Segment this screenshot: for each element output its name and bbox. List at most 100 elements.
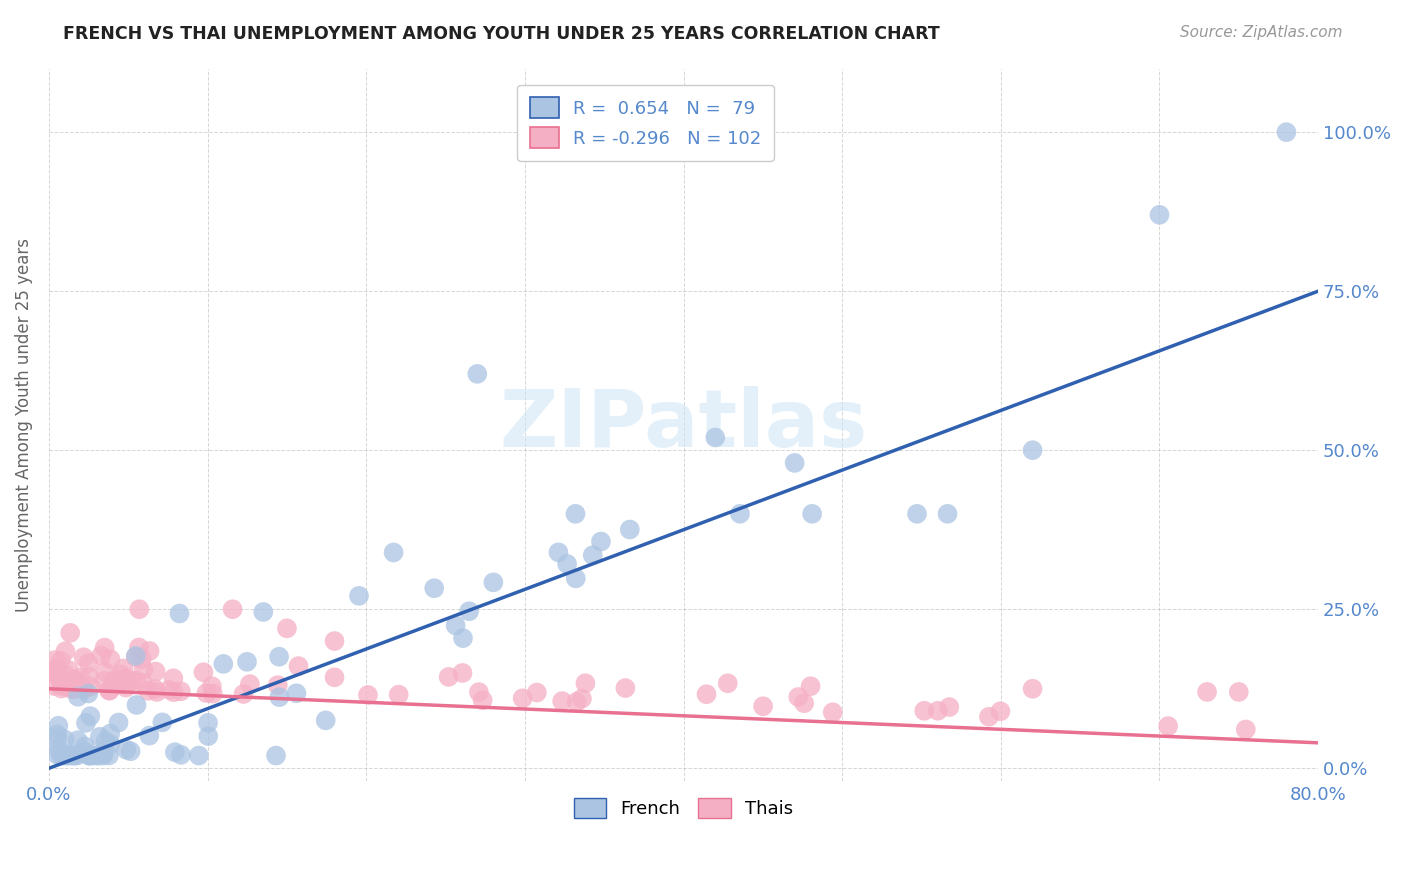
Point: [163, 745, 186, 759]
Point: [267, 678, 290, 692]
Point: [125, 673, 148, 688]
Point: [87, 748, 110, 763]
Point: [471, 693, 494, 707]
Point: [73, 744, 96, 758]
Point: [936, 507, 959, 521]
Point: [1149, 208, 1171, 222]
Point: [128, 602, 150, 616]
Point: [77, 686, 100, 700]
Point: [285, 686, 308, 700]
Point: [86, 748, 108, 763]
Point: [51, 677, 73, 691]
Point: [115, 681, 138, 695]
Point: [77, 656, 100, 670]
Point: [444, 618, 467, 632]
Point: [752, 699, 775, 714]
Point: [49, 678, 72, 692]
Y-axis label: Unemployment Among Youth under 25 years: Unemployment Among Youth under 25 years: [15, 238, 32, 612]
Point: [990, 704, 1012, 718]
Point: [162, 685, 184, 699]
Point: [132, 663, 155, 677]
Point: [357, 688, 380, 702]
Point: [269, 690, 291, 705]
Point: [49, 748, 72, 763]
Point: [53, 680, 76, 694]
Point: [555, 557, 578, 571]
Point: [696, 687, 718, 701]
Point: [125, 698, 148, 712]
Point: [115, 742, 138, 756]
Point: [468, 685, 491, 699]
Text: FRENCH VS THAI UNEMPLOYMENT AMONG YOUTH UNDER 25 YEARS CORRELATION CHART: FRENCH VS THAI UNEMPLOYMENT AMONG YOUTH …: [63, 25, 941, 43]
Point: [150, 715, 173, 730]
Point: [451, 665, 474, 680]
Point: [103, 673, 125, 687]
Point: [79, 748, 101, 763]
Point: [571, 691, 593, 706]
Point: [589, 534, 612, 549]
Point: [77, 669, 100, 683]
Point: [482, 575, 505, 590]
Point: [938, 700, 960, 714]
Point: [100, 652, 122, 666]
Point: [526, 685, 548, 699]
Point: [136, 683, 159, 698]
Point: [614, 681, 637, 695]
Point: [1157, 719, 1180, 733]
Point: [157, 682, 180, 697]
Point: [1227, 685, 1250, 699]
Point: [574, 676, 596, 690]
Point: [98, 726, 121, 740]
Point: [821, 706, 844, 720]
Point: [187, 748, 209, 763]
Point: [212, 657, 235, 671]
Point: [63, 748, 86, 763]
Point: [53, 667, 76, 681]
Point: [98, 683, 121, 698]
Point: [125, 648, 148, 663]
Point: [65, 682, 87, 697]
Point: [91, 748, 114, 763]
Point: [98, 683, 121, 698]
Point: [79, 709, 101, 723]
Point: [53, 674, 76, 689]
Point: [131, 652, 153, 666]
Point: [619, 523, 641, 537]
Point: [252, 605, 274, 619]
Point: [53, 644, 76, 658]
Point: [1197, 685, 1219, 699]
Point: [1021, 681, 1043, 696]
Point: [55, 748, 77, 763]
Point: [977, 710, 1000, 724]
Point: [42, 665, 65, 679]
Point: [66, 690, 89, 704]
Point: [98, 737, 121, 751]
Point: [1234, 723, 1257, 737]
Point: [465, 367, 488, 381]
Point: [120, 744, 142, 758]
Point: [551, 694, 574, 708]
Point: [728, 507, 751, 521]
Point: [143, 681, 166, 696]
Point: [59, 625, 82, 640]
Point: [58, 663, 80, 677]
Point: [138, 644, 160, 658]
Point: [44, 653, 66, 667]
Point: [52, 675, 75, 690]
Point: [276, 621, 298, 635]
Point: [547, 545, 569, 559]
Point: [45, 731, 67, 746]
Point: [787, 690, 810, 704]
Point: [90, 648, 112, 663]
Point: [89, 730, 111, 744]
Point: [201, 687, 224, 701]
Point: [112, 661, 135, 675]
Text: ZIPatlas: ZIPatlas: [499, 385, 868, 464]
Point: [927, 704, 949, 718]
Point: [93, 640, 115, 655]
Point: [60, 681, 83, 696]
Point: [79, 748, 101, 763]
Point: [564, 571, 586, 585]
Point: [69, 671, 91, 685]
Point: [783, 456, 806, 470]
